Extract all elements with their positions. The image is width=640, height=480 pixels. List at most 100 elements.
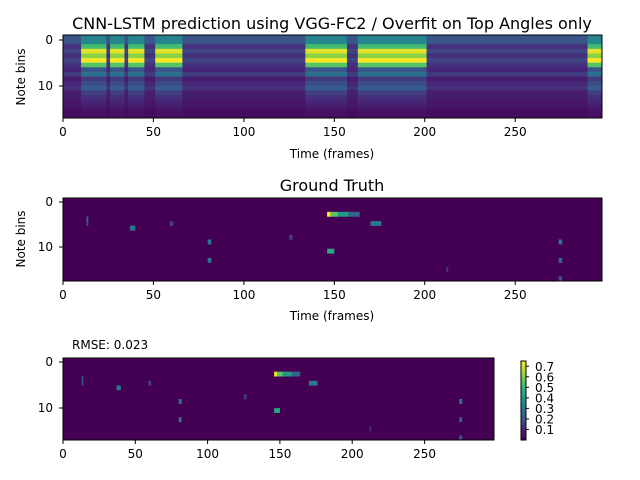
heatmap-cell: [305, 99, 347, 105]
heatmap-cell: [81, 53, 107, 59]
heatmap-cell: [155, 76, 183, 82]
heatmap-cell: [81, 99, 107, 105]
heatmap-cell: [155, 99, 183, 105]
heatmap-cell: [81, 85, 107, 91]
colorbar-segment: [521, 428, 526, 430]
x-tick-label: 150: [268, 447, 291, 461]
heatmap-cell: [128, 85, 145, 91]
heatmap-cell: [81, 39, 107, 45]
heatmap-cell: [305, 85, 347, 91]
heatmap-cell: [357, 35, 427, 40]
heatmap-ground-truth: [63, 198, 602, 282]
heatmap-cell: [110, 108, 125, 114]
colorbar-segment: [521, 388, 526, 391]
chart-title-rmse: RMSE: 0.023: [72, 338, 148, 352]
x-tick-label: 0: [59, 288, 67, 302]
heatmap-cell: [558, 239, 563, 245]
heatmap-cell: [128, 62, 145, 68]
colorbar-tick-label: 0.5: [535, 381, 554, 395]
heatmap-prediction: [63, 35, 602, 119]
heatmap-cell: [305, 48, 347, 54]
heatmap-cell: [155, 90, 183, 96]
heatmap-cell: [587, 44, 602, 50]
heatmap-cell: [305, 44, 347, 50]
y-axis-label-ground-truth: Note bins: [14, 210, 28, 267]
heatmap-cell: [459, 417, 463, 423]
heatmap-cell: [369, 426, 372, 432]
colorbar-segment: [521, 417, 526, 420]
heatmap-cell: [587, 67, 602, 73]
heatmap-cell: [81, 71, 107, 77]
colorbar-segment: [521, 364, 526, 367]
colorbar-tick-label: 0.4: [535, 391, 554, 405]
heatmap-cell: [116, 385, 121, 391]
heatmap-cell: [207, 239, 212, 245]
heatmap-cell: [348, 211, 360, 217]
colorbar-segment: [521, 400, 526, 403]
heatmap-cell: [308, 380, 318, 386]
colorbar-ticks: 0.70.60.50.40.30.20.1: [526, 360, 554, 437]
y-ticks-prediction: 0 10: [38, 33, 63, 93]
heatmap-cell: [305, 113, 347, 119]
heatmap-cell: [110, 85, 125, 91]
heatmap-cell: [305, 39, 347, 45]
x-tick-label: 200: [341, 447, 364, 461]
y-tick-label: 10: [38, 240, 53, 254]
heatmap-cell: [155, 94, 183, 100]
colorbar-segment: [521, 408, 526, 411]
colorbar-segment: [521, 436, 526, 438]
heatmap-cell: [587, 39, 602, 45]
heatmap-cell: [330, 211, 338, 217]
heatmap-cell: [155, 39, 183, 45]
x-tick-label: 200: [413, 288, 436, 302]
heatmap-cell: [148, 380, 152, 386]
heatmap-cell: [327, 248, 335, 254]
heatmap-cell: [446, 267, 449, 273]
heatmap-cell: [81, 104, 107, 110]
heatmap-cell: [128, 76, 145, 82]
colorbar-segment: [521, 437, 526, 440]
heatmap-cell: [243, 394, 247, 400]
heatmap-cell: [110, 35, 125, 40]
heatmap-cell: [155, 71, 183, 77]
heatmap-cell: [357, 85, 427, 91]
heatmap-cell: [357, 90, 427, 96]
heatmap-cell: [587, 48, 602, 54]
heatmap-cell: [587, 104, 602, 110]
colorbar-tick-label: 0.1: [535, 423, 554, 437]
heatmap-cell: [357, 44, 427, 50]
x-ticks-prediction: 0 50 100 150 200 250: [59, 118, 527, 139]
heatmap-cell: [558, 257, 563, 263]
heatmap-cell: [110, 81, 125, 87]
heatmap-cell: [357, 81, 427, 87]
heatmap-cell: [305, 35, 347, 40]
colorbar-segment: [521, 409, 526, 412]
colorbar-frame: [520, 360, 527, 441]
colorbar-segment: [521, 384, 526, 387]
heatmap-cell: [305, 53, 347, 59]
colorbar-segment: [521, 391, 526, 393]
heatmap-cell: [128, 108, 145, 114]
heatmap-cell: [86, 221, 89, 226]
colorbar-segment: [521, 401, 526, 404]
heatmap-cell: [587, 35, 602, 40]
colorbar-tick-label: 0.2: [535, 412, 554, 426]
heatmap-cell: [155, 58, 183, 63]
x-axis-label-prediction: Time (frames): [289, 147, 374, 161]
heatmap-cell: [110, 71, 125, 77]
y-ticks-ground-truth: 0 10: [38, 195, 63, 254]
heatmap-cell: [128, 81, 145, 87]
heatmap-cell: [81, 44, 107, 50]
heatmap-cell: [459, 435, 463, 441]
heatmap-cell: [327, 211, 331, 217]
colorbar-gradient: [521, 361, 526, 441]
x-tick-label: 50: [128, 447, 143, 461]
heatmap-cell: [128, 104, 145, 110]
heatmap-cell: [291, 371, 301, 377]
colorbar-tick-label: 0.6: [535, 370, 554, 384]
heatmap-cell: [128, 90, 145, 96]
heatmap-cell: [289, 234, 293, 240]
colorbar-segment: [521, 412, 526, 415]
heatmap-cell: [305, 62, 347, 68]
heatmap-cell: [110, 76, 125, 82]
